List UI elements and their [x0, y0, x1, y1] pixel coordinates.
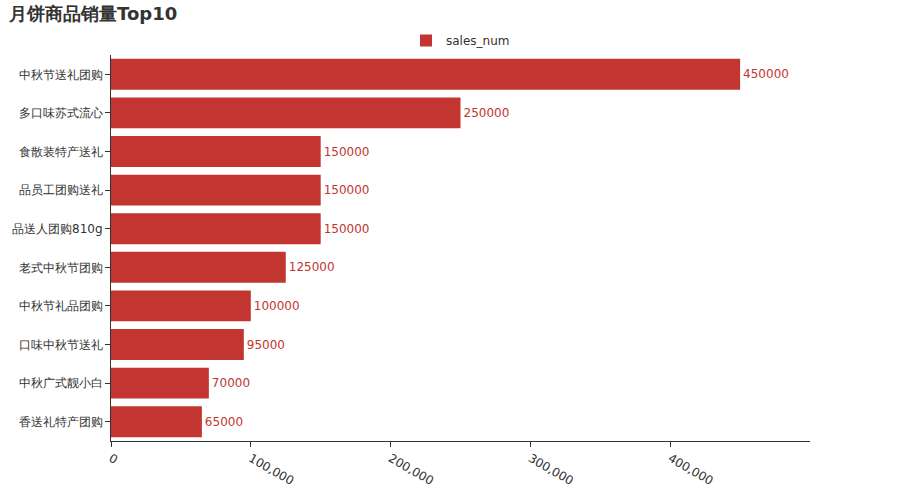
svg-text:月饼商品销量Top10: 月饼商品销量Top10 [8, 3, 177, 24]
svg-text:sales_num: sales_num [446, 34, 509, 48]
svg-text:150000: 150000 [324, 222, 370, 236]
svg-text:70000: 70000 [212, 376, 250, 390]
svg-text:0: 0 [107, 451, 121, 467]
svg-text:200,000: 200,000 [386, 451, 436, 488]
svg-text:100,000: 100,000 [246, 451, 296, 488]
svg-text:口味中秋节送礼: 口味中秋节送礼 [19, 338, 103, 352]
svg-text:95000: 95000 [247, 338, 285, 352]
svg-text:150000: 150000 [324, 145, 370, 159]
svg-text:450000: 450000 [743, 67, 789, 81]
svg-text:125000: 125000 [289, 260, 335, 274]
svg-text:100000: 100000 [254, 299, 300, 313]
svg-text:中秋节送礼团购: 中秋节送礼团购 [19, 68, 103, 82]
svg-text:65000: 65000 [205, 415, 243, 429]
svg-text:中秋节礼品团购: 中秋节礼品团购 [19, 299, 103, 313]
svg-text:250000: 250000 [464, 106, 510, 120]
svg-text:食散装特产送礼: 食散装特产送礼 [19, 145, 103, 159]
svg-text:多口味苏式流心: 多口味苏式流心 [19, 106, 103, 120]
svg-text:300,000: 300,000 [526, 451, 576, 488]
svg-text:150000: 150000 [324, 183, 370, 197]
svg-text:品员工团购送礼: 品员工团购送礼 [19, 183, 103, 197]
svg-text:香送礼特产团购: 香送礼特产团购 [19, 415, 103, 429]
svg-text:品送人团购810g: 品送人团购810g [12, 222, 103, 236]
svg-text:中秋广式靓小白: 中秋广式靓小白 [19, 376, 103, 390]
svg-text:老式中秋节团购: 老式中秋节团购 [19, 261, 103, 275]
svg-text:400,000: 400,000 [666, 451, 716, 488]
